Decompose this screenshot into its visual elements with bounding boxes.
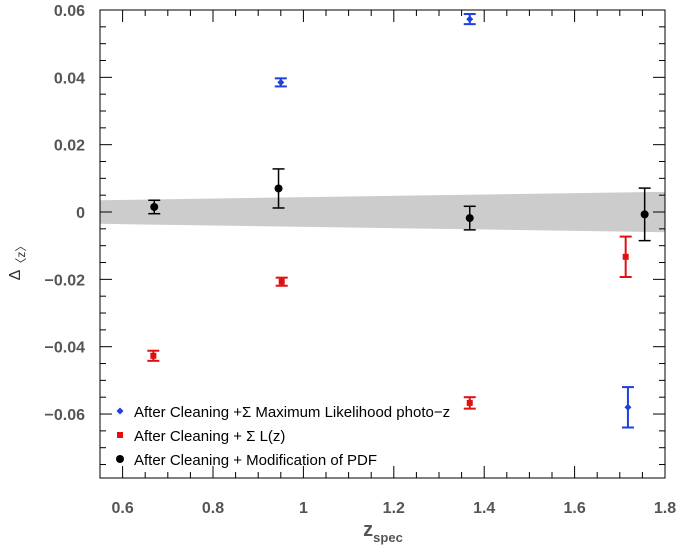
y-tick-label: −0.04 — [45, 340, 86, 357]
legend-label: After Cleaning +Σ Maximum Likelihood pho… — [134, 404, 450, 421]
y-tick-label: −0.06 — [45, 407, 86, 424]
legend-label: After Cleaning + Modification of PDF — [134, 452, 377, 469]
data-point — [150, 202, 159, 211]
y-axis-title: Δ〈z〉 — [7, 240, 28, 281]
x-tick-label: 0.8 — [202, 500, 224, 517]
axis-ticks-layer: 0.6 0.8 1 1.2 1.4 1.6 1.8 0.06 0.04 0.02 0 −0.02 −0.… — [45, 3, 677, 517]
data-point — [622, 253, 629, 260]
y-tick-label: 0 — [76, 205, 85, 222]
y-axis-title-subscript: 〈z〉 — [14, 240, 28, 270]
data-point — [274, 184, 283, 193]
legend-marker-circle — [116, 455, 124, 463]
x-tick-label: 1 — [299, 500, 308, 517]
legend: After Cleaning +Σ Maximum Likelihood pho… — [116, 404, 450, 469]
x-tick-label: 0.6 — [111, 500, 133, 517]
data-point — [640, 210, 649, 219]
legend-marker-diamond — [116, 407, 124, 415]
data-point — [465, 214, 474, 223]
series-circle — [148, 168, 651, 242]
x-axis-title: zspec — [363, 519, 403, 545]
data-point — [466, 15, 474, 23]
x-tick-label: 1.6 — [563, 500, 585, 517]
data-point — [150, 352, 157, 359]
series-square — [147, 235, 632, 410]
data-point — [624, 403, 632, 411]
data-point — [466, 399, 473, 406]
data-points-layer — [147, 13, 651, 429]
y-tick-label: 0.02 — [54, 138, 85, 155]
data-point — [277, 78, 285, 86]
data-point — [278, 278, 285, 285]
legend-marker-square — [117, 432, 123, 438]
confidence-band — [100, 191, 665, 233]
plot-frame — [99, 9, 666, 479]
series-diamond — [274, 13, 634, 429]
confidence-band-layer — [100, 191, 665, 233]
x-axis-title-subscript: spec — [373, 530, 403, 545]
y-tick-label: 0.06 — [54, 3, 85, 20]
y-axis-title-main: Δ — [7, 269, 24, 280]
legend-label: After Cleaning + Σ L(z) — [134, 428, 285, 445]
x-tick-label: 1.8 — [654, 500, 676, 517]
x-tick-label: 1.2 — [383, 500, 405, 517]
x-tick-label: 1.4 — [473, 500, 495, 517]
y-tick-label: −0.02 — [45, 272, 86, 289]
y-tick-label: 0.04 — [54, 70, 85, 87]
x-axis-title-main: z — [363, 519, 373, 541]
